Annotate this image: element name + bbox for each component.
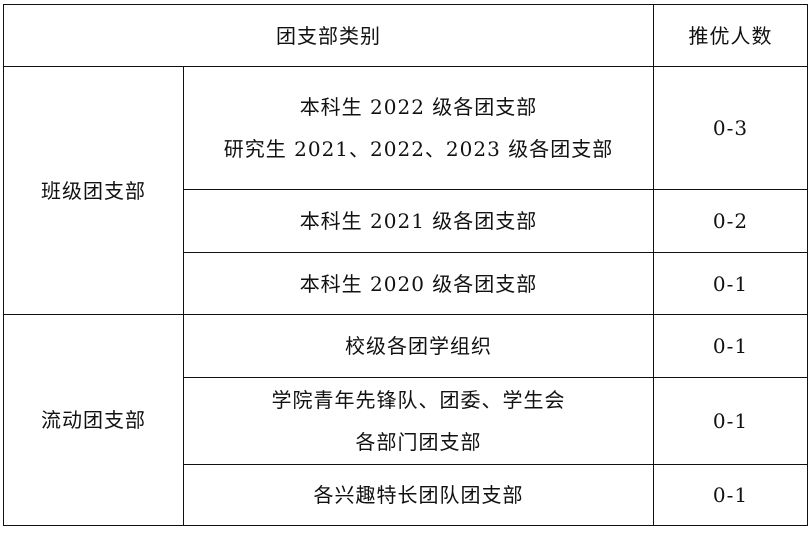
group-name: 流动团支部 bbox=[3, 314, 184, 526]
header-count: 推优人数 bbox=[653, 4, 808, 67]
header-row: 团支部类别 推优人数 bbox=[3, 4, 808, 67]
count-cell: 0-1 bbox=[653, 252, 808, 315]
category-cell: 学院青年先锋队、团委、学生会 各部门团支部 bbox=[183, 377, 654, 465]
category-cell: 本科生 2020 级各团支部 bbox=[183, 252, 654, 315]
table-row: 学院青年先锋队、团委、学生会 各部门团支部 0-1 bbox=[4, 377, 808, 465]
group-name: 班级团支部 bbox=[3, 66, 184, 315]
table-row: 流动团支部 校级各团学组织 0-1 bbox=[3, 314, 808, 526]
category-line: 本科生 2022 级各团支部 bbox=[299, 95, 538, 119]
count-cell: 0-1 bbox=[653, 314, 808, 378]
count-cell: 0-1 bbox=[653, 464, 808, 526]
category-cell: 本科生 2022 级各团支部 研究生 2021、2022、2023 级各团支部 bbox=[183, 66, 654, 190]
count-cell: 0-3 bbox=[653, 66, 808, 190]
category-cell: 本科生 2021 级各团支部 bbox=[183, 189, 654, 253]
category-line: 研究生 2021、2022、2023 级各团支部 bbox=[223, 137, 614, 161]
table-row: 本科生 2021 级各团支部 0-2 bbox=[4, 189, 808, 253]
table-row: 各兴趣特长团队团支部 0-1 bbox=[4, 464, 808, 526]
category-cell: 各兴趣特长团队团支部 bbox=[183, 464, 654, 526]
header-category: 团支部类别 bbox=[3, 4, 654, 67]
category-cell: 校级各团学组织 bbox=[183, 314, 654, 378]
category-line: 各部门团支部 bbox=[355, 430, 482, 454]
quota-table: 团支部类别 推优人数 班级团支部 本科生 2022 级各团支部 研究生 2021… bbox=[3, 4, 808, 526]
count-cell: 0-1 bbox=[653, 377, 808, 465]
count-cell: 0-2 bbox=[653, 189, 808, 253]
table-row: 班级团支部 本科生 2022 级各团支部 研究生 2021、2022、2023 … bbox=[3, 66, 808, 315]
category-line: 学院青年先锋队、团委、学生会 bbox=[271, 388, 566, 412]
